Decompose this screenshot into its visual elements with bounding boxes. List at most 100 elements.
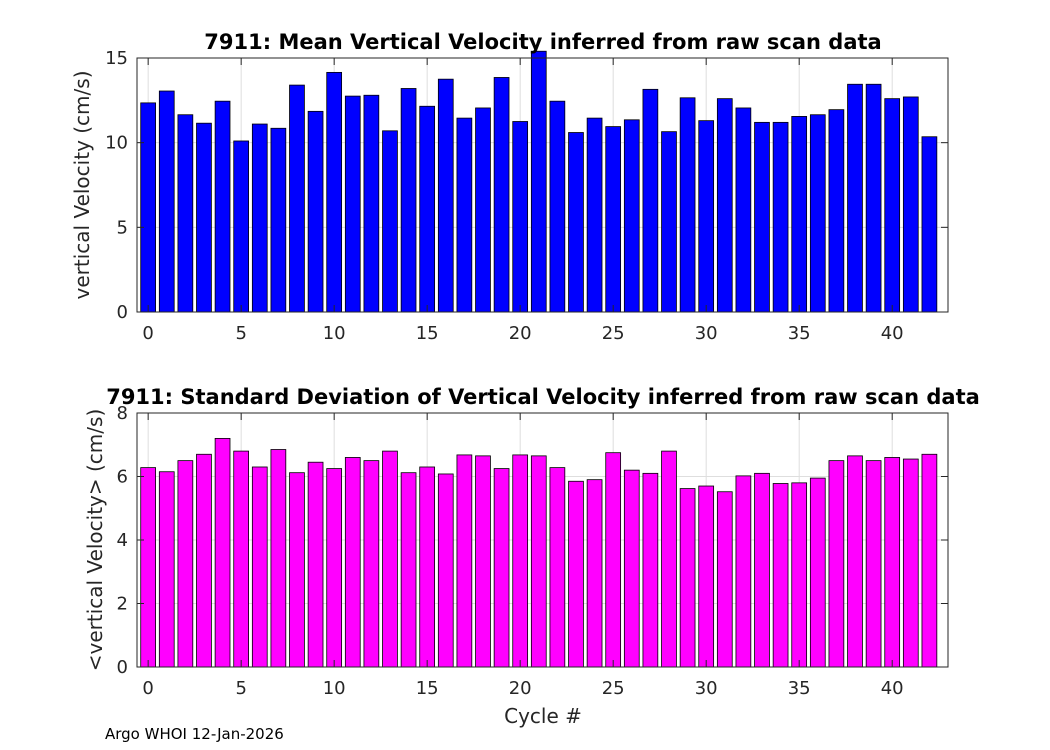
std-velocity-bar [196,453,212,668]
std-velocity-bar [214,437,231,668]
std-velocity-xtick-label: 30 [695,678,718,699]
std-velocity-ytick-label: 4 [117,530,128,551]
mean-velocity-bar [661,131,677,313]
mean-velocity-bar [307,110,324,313]
std-velocity-bar [382,450,398,668]
std-velocity-axes-box [136,412,949,668]
std-velocity-bar [475,455,491,668]
mean-velocity-xtick-label: 30 [695,323,718,344]
mean-velocity-bar [679,97,696,313]
mean-velocity-bar [642,88,659,313]
std-velocity-bar [307,461,324,668]
mean-velocity-bar [437,78,454,313]
mean-velocity-bar [512,121,529,313]
std-velocity-xtick-label: 25 [602,678,625,699]
std-velocity-bar [512,454,529,668]
mean-velocity-bar [921,136,938,313]
mean-velocity-bar [754,121,770,313]
std-velocity-axes: 0 5 10 15 20 25 30 35 40 0 2 4 6 8 <vertical Velocity… [83,385,980,728]
std-velocity-bar [158,471,175,668]
std-velocity-xtick-label: 15 [416,678,439,699]
mean-velocity-bar [382,130,398,313]
mean-velocity-xtick-label: 10 [323,323,346,344]
mean-velocity-ytick-label: 10 [105,133,128,154]
mean-velocity-ylabel: vertical Velocity (cm/s) [70,71,94,300]
mean-velocity-bar [214,100,231,313]
std-velocity-bar [605,452,622,668]
mean-velocity-bar [809,114,826,313]
std-velocity-bar [809,477,826,668]
std-velocity-bar [549,467,566,668]
std-velocity-bar [698,485,715,668]
mean-velocity-bar [884,98,901,313]
std-velocity-xtick-label: 10 [323,678,346,699]
std-velocity-bar [735,475,752,668]
std-velocity-bar [270,449,287,668]
std-velocity-bar [326,468,343,668]
std-velocity-bar [716,491,733,668]
mean-velocity-bar [549,100,566,313]
std-velocity-bars [140,437,938,668]
std-velocity-bar [847,455,863,668]
std-velocity-ylabel: <vertical Velocity> (cm/s) [83,409,107,672]
std-velocity-bar [828,460,845,668]
std-velocity-bar [177,460,194,668]
mean-velocity-xtick-label: 20 [509,323,532,344]
std-velocity-bar [791,482,808,668]
mean-velocity-bar [475,107,491,313]
std-velocity-bar [456,454,473,668]
std-velocity-bar [623,469,640,668]
std-velocity-bar [289,472,305,668]
std-velocity-bar [884,457,901,668]
mean-velocity-bar [847,83,863,313]
std-velocity-bar [251,466,268,668]
mean-velocity-bar [158,90,175,313]
std-velocity-bar [754,472,770,668]
mean-velocity-bar [772,121,789,313]
std-velocity-bar [921,453,938,668]
mean-velocity-bar [698,120,715,313]
mean-velocity-bar [419,105,436,313]
std-velocity-bar [902,458,919,668]
mean-velocity-bar [530,50,547,313]
footer-credit: Argo WHOI 12-Jan-2026 [105,725,284,743]
mean-velocity-bars [140,50,938,313]
mean-velocity-bar [140,102,157,313]
std-velocity-ytick-label: 0 [117,657,128,678]
std-velocity-title: 7911: Standard Deviation of Vertical Vel… [106,385,980,409]
std-velocity-ytick-label: 2 [117,594,128,615]
mean-velocity-xtick-label: 35 [788,323,811,344]
std-velocity-bar [586,479,603,668]
mean-velocity-ytick-label: 15 [105,48,128,69]
mean-velocity-bar [326,71,343,313]
std-velocity-xtick-label: 20 [509,678,532,699]
mean-velocity-bar [196,122,212,313]
mean-velocity-xtick-label: 25 [602,323,625,344]
std-velocity-bar [233,450,250,668]
std-velocity-ticks: 0 5 10 15 20 25 30 35 40 0 2 4 6 8 [117,403,948,699]
mean-velocity-ytick-label: 5 [117,217,128,238]
mean-velocity-title: 7911: Mean Vertical Velocity inferred fr… [204,30,881,54]
mean-velocity-bar [363,94,380,313]
mean-velocity-bar [251,123,268,313]
mean-velocity-bar [568,132,584,313]
mean-velocity-bar [400,88,417,313]
mean-velocity-ticks: 0 5 10 15 20 25 30 35 40 0 5 10 15 [105,48,948,344]
std-velocity-bar [530,455,547,668]
mean-velocity-axes: 0 5 10 15 20 25 30 35 40 0 5 10 15 7911: Mean Vertic… [70,30,949,344]
mean-velocity-bar [289,84,305,313]
std-velocity-bar [568,480,584,668]
mean-velocity-xtick-label: 0 [142,323,153,344]
cycle-xlabel: Cycle # [504,704,582,728]
mean-velocity-bar [791,116,808,313]
std-velocity-ytick-label: 6 [117,467,128,488]
mean-velocity-bar [456,117,473,313]
mean-velocity-bar [828,109,845,313]
std-velocity-xtick-label: 35 [788,678,811,699]
std-velocity-bar [679,488,696,668]
std-velocity-bar [437,473,454,668]
std-velocity-bar [642,472,659,668]
std-velocity-bar [865,460,882,668]
std-velocity-ytick-label: 8 [117,403,128,424]
